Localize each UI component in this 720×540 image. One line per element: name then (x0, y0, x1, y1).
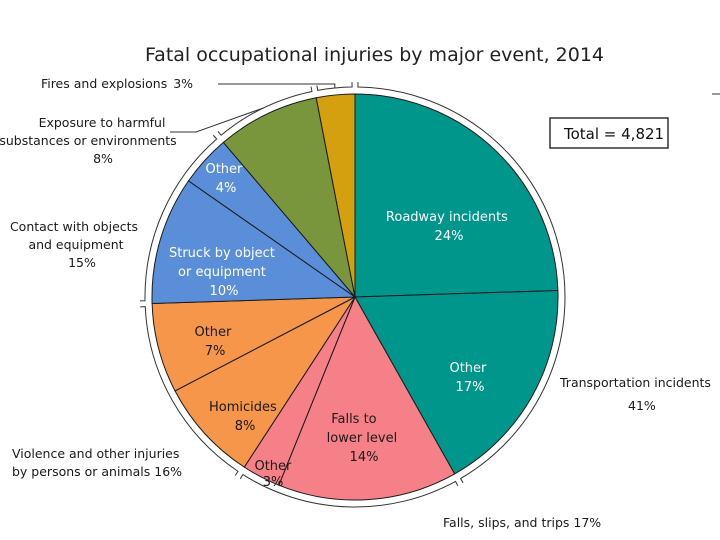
group-bracket-2 (140, 306, 239, 476)
total-box (549, 117, 669, 149)
group-bracket-5 (316, 82, 353, 91)
pie-slice-0 (354, 93, 559, 298)
label-roadway-incidents: Roadway incidents 24% (386, 210, 512, 244)
pie-slice-2 (278, 295, 456, 501)
group-bracket-0 (357, 82, 566, 484)
label-contact-other: Other 4% (205, 162, 246, 196)
label-falls-slips-trips: Falls, slips, and trips 17% (443, 515, 601, 530)
label-homicides: Homicides 8% (209, 400, 281, 434)
leader-lines (170, 83, 336, 133)
label-exposure-harmful-substances: Exposure to harmful substances or enviro… (0, 115, 181, 166)
total-label: Total = 4,821 (563, 125, 664, 143)
label-violence-other: Other 7% (194, 325, 235, 359)
label-transportation-incidents: Transportation incidents 41% (559, 375, 715, 413)
pie-slice-8 (222, 97, 356, 299)
group-brackets (140, 82, 566, 508)
pie-slice-6 (151, 180, 357, 305)
label-falls-to-lower-level: Falls to lower level 14% (327, 412, 402, 465)
group-bracket-3 (140, 134, 218, 302)
group-bracket-4 (217, 86, 313, 136)
label-transportation-other: Other 17% (449, 361, 490, 395)
pie-slice-9 (315, 93, 356, 298)
pie-slice-4 (174, 295, 357, 468)
leader-exposure (170, 107, 265, 133)
label-struck-by-object: Struck by object or equipment 10% (169, 246, 279, 299)
leader-fires (218, 83, 336, 88)
pie-slice-1 (354, 289, 559, 475)
pie-slices (151, 93, 559, 501)
group-bracket-1 (239, 473, 459, 508)
label-violence-and-other-injuries: Violence and other injuries by persons o… (12, 446, 183, 479)
label-contact-with-objects: Contact with objects and equipment 15% (10, 219, 142, 270)
label-fires-and-explosions: Fires and explosions 3% (41, 76, 193, 91)
label-falls-other: Other 3% (254, 459, 295, 490)
chart-title: Fatal occupational injuries by major eve… (145, 44, 604, 66)
